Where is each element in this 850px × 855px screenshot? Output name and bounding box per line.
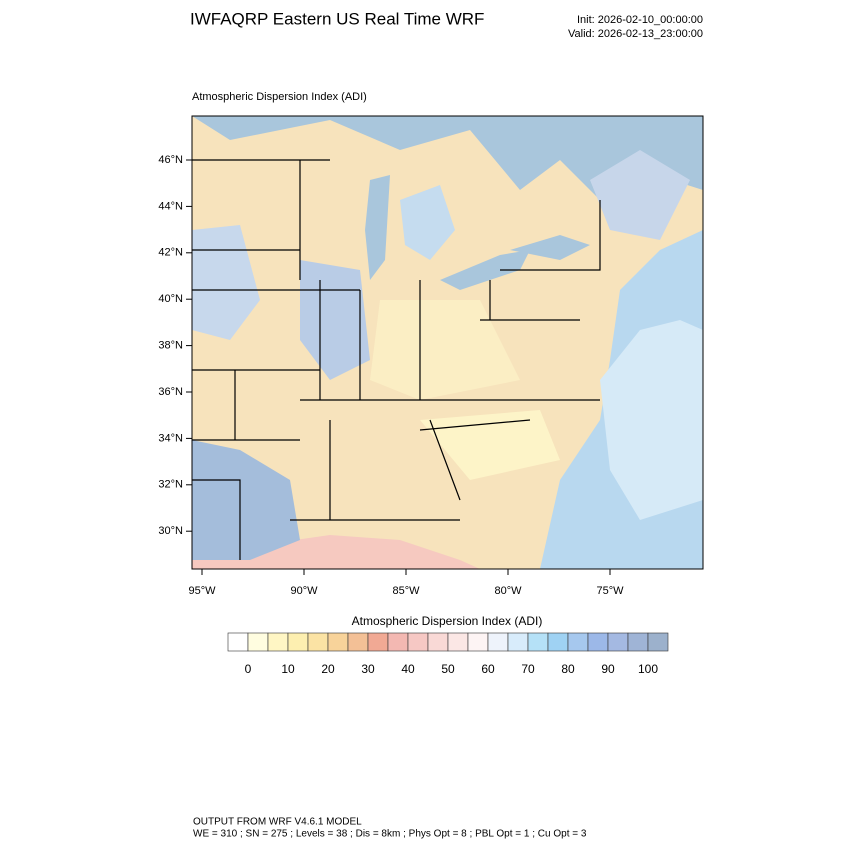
- lat-tick-label: 36°N: [158, 386, 183, 398]
- colorbar-box: [647, 632, 669, 652]
- colorbar-box: [367, 632, 389, 652]
- colorbar-tick-label: 90: [601, 662, 615, 676]
- colorbar-box: [487, 632, 509, 652]
- colorbar-box: [447, 632, 469, 652]
- colorbar-box: [267, 632, 289, 652]
- colorbar-box: [527, 632, 549, 652]
- colorbar-tick-label: 50: [441, 662, 455, 676]
- colorbar-box: [247, 632, 269, 652]
- colorbar-box: [287, 632, 309, 652]
- colorbar-box: [567, 632, 589, 652]
- lat-tick-label: 38°N: [158, 340, 183, 352]
- lat-tick-label: 32°N: [158, 479, 183, 491]
- title: IWFAQRP Eastern US Real Time WRF: [190, 9, 484, 28]
- lon-tick-label: 85°W: [392, 585, 420, 597]
- footer-line: OUTPUT FROM WRF V4.6.1 MODEL: [193, 817, 362, 828]
- colorbar-box: [347, 632, 369, 652]
- lat-tick-label: 40°N: [158, 293, 183, 305]
- colorbar-box: [587, 632, 609, 652]
- colorbar-tick-label: 30: [361, 662, 375, 676]
- colorbar-tick-label: 20: [321, 662, 335, 676]
- colorbar-tick-label: 10: [281, 662, 295, 676]
- colorbar-box: [467, 632, 489, 652]
- lat-tick-label: 30°N: [158, 525, 183, 537]
- colorbar-box: [387, 632, 409, 652]
- colorbar-box: [227, 632, 249, 652]
- lon-tick-label: 75°W: [596, 585, 624, 597]
- colorbar-box: [427, 632, 449, 652]
- colorbar-tick-label: 40: [401, 662, 415, 676]
- lon-tick-label: 80°W: [494, 585, 522, 597]
- map: [192, 116, 703, 569]
- colorbar-box: [307, 632, 329, 652]
- footer-line: WE = 310 ; SN = 275 ; Levels = 38 ; Dis …: [193, 829, 587, 840]
- colorbar-box: [407, 632, 429, 652]
- colorbar-tick-label: 80: [561, 662, 575, 676]
- lat-tick-label: 46°N: [158, 154, 183, 166]
- colorbar-box: [607, 632, 629, 652]
- colorbar-box: [627, 632, 649, 652]
- colorbar-tick-label: 0: [245, 662, 252, 676]
- colorbar-box: [327, 632, 349, 652]
- colorbar-tick-label: 70: [521, 662, 535, 676]
- lon-tick-label: 90°W: [290, 585, 318, 597]
- lat-tick-label: 44°N: [158, 200, 183, 212]
- colorbar-box: [507, 632, 529, 652]
- map-frame: [191, 115, 704, 570]
- colorbar-box: [547, 632, 569, 652]
- colorbar-tick-label: 100: [638, 662, 658, 676]
- lat-tick-label: 42°N: [158, 247, 183, 259]
- colorbar-tick-label: 60: [481, 662, 495, 676]
- valid-time: Valid: 2026-02-13_23:00:00: [568, 28, 703, 40]
- init-time: Init: 2026-02-10_00:00:00: [577, 14, 703, 26]
- map-label: Atmospheric Dispersion Index (ADI): [192, 91, 367, 103]
- lon-tick-label: 95°W: [188, 585, 216, 597]
- lat-tick-label: 34°N: [158, 432, 183, 444]
- colorbar-title: Atmospheric Dispersion Index (ADI): [352, 614, 543, 628]
